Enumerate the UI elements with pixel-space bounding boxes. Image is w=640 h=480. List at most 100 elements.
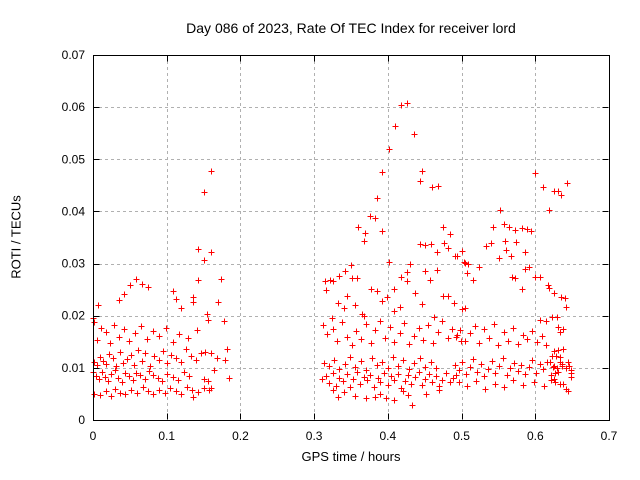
data-point (91, 391, 98, 398)
data-point (375, 375, 382, 382)
data-point (170, 374, 177, 381)
data-point (408, 381, 415, 388)
data-point (501, 329, 508, 336)
data-point (170, 288, 177, 295)
data-point (150, 372, 157, 379)
data-point (386, 146, 393, 153)
data-point (534, 339, 541, 346)
data-point (139, 281, 146, 288)
data-point (551, 376, 558, 383)
data-point (195, 246, 202, 253)
data-point (555, 324, 562, 331)
data-point (215, 299, 222, 306)
data-point (568, 367, 575, 374)
data-point (128, 387, 135, 394)
data-point (112, 367, 119, 374)
x-tick-label: 0.4 (380, 429, 397, 443)
data-point (142, 350, 149, 357)
data-point (320, 322, 327, 329)
data-point (105, 378, 112, 385)
data-point (140, 384, 147, 391)
x-tick-label: 0.3 (306, 429, 323, 443)
data-point (329, 315, 336, 322)
data-point (400, 357, 407, 364)
data-point (515, 341, 522, 348)
data-point (142, 376, 149, 383)
data-point (557, 359, 564, 366)
y-tick-label: 0.04 (62, 204, 86, 218)
data-point (558, 294, 565, 301)
data-point (558, 192, 565, 199)
data-point (398, 102, 405, 109)
data-point (330, 370, 337, 377)
data-point (195, 277, 202, 284)
data-point (441, 240, 448, 247)
data-point (113, 363, 120, 370)
data-point (481, 326, 488, 333)
data-point (201, 189, 208, 196)
data-point (198, 350, 205, 357)
data-point (342, 361, 349, 368)
data-point (443, 370, 450, 377)
data-point (406, 341, 413, 348)
data-point (435, 329, 442, 336)
data-point (434, 249, 441, 256)
data-point (204, 311, 211, 318)
data-point (565, 359, 572, 366)
data-point (150, 328, 157, 335)
data-point (552, 379, 559, 386)
data-point (427, 277, 434, 284)
data-point (330, 278, 337, 285)
data-point (383, 395, 390, 402)
data-point (374, 288, 381, 295)
data-point (352, 302, 359, 309)
data-point (330, 387, 337, 394)
data-point (324, 331, 331, 338)
data-point (510, 377, 517, 384)
data-point (164, 360, 171, 367)
data-point (163, 325, 170, 332)
data-point (402, 378, 409, 385)
data-point (435, 183, 442, 190)
data-point (447, 231, 454, 238)
data-point (531, 379, 538, 386)
data-point (428, 241, 435, 248)
data-point (377, 379, 384, 386)
data-point (445, 335, 452, 342)
data-point (548, 377, 555, 384)
data-point (429, 184, 436, 191)
data-point (492, 381, 499, 388)
data-point (553, 353, 560, 360)
data-point (404, 100, 411, 107)
data-point (423, 391, 430, 398)
data-point (462, 260, 469, 267)
data-point (504, 372, 511, 379)
data-point (489, 358, 496, 365)
data-point (178, 305, 185, 312)
data-point (160, 348, 167, 355)
data-point (429, 379, 436, 386)
data-point (208, 385, 215, 392)
data-point (127, 282, 134, 289)
data-point (374, 195, 381, 202)
data-point (355, 224, 362, 231)
data-point (524, 336, 531, 343)
data-point (334, 338, 341, 345)
data-point (363, 367, 370, 374)
data-point (344, 371, 351, 378)
data-point (452, 253, 459, 260)
data-point (132, 330, 139, 337)
x-tick-label: 0.5 (453, 429, 470, 443)
data-point (145, 284, 152, 291)
data-point (464, 270, 471, 277)
data-point (201, 376, 208, 383)
data-point (364, 377, 371, 384)
data-point (481, 373, 488, 380)
data-point (488, 240, 495, 247)
data-point (543, 318, 550, 325)
data-point (459, 306, 466, 313)
data-point (500, 355, 507, 362)
data-point (522, 249, 529, 256)
data-point (456, 367, 463, 374)
